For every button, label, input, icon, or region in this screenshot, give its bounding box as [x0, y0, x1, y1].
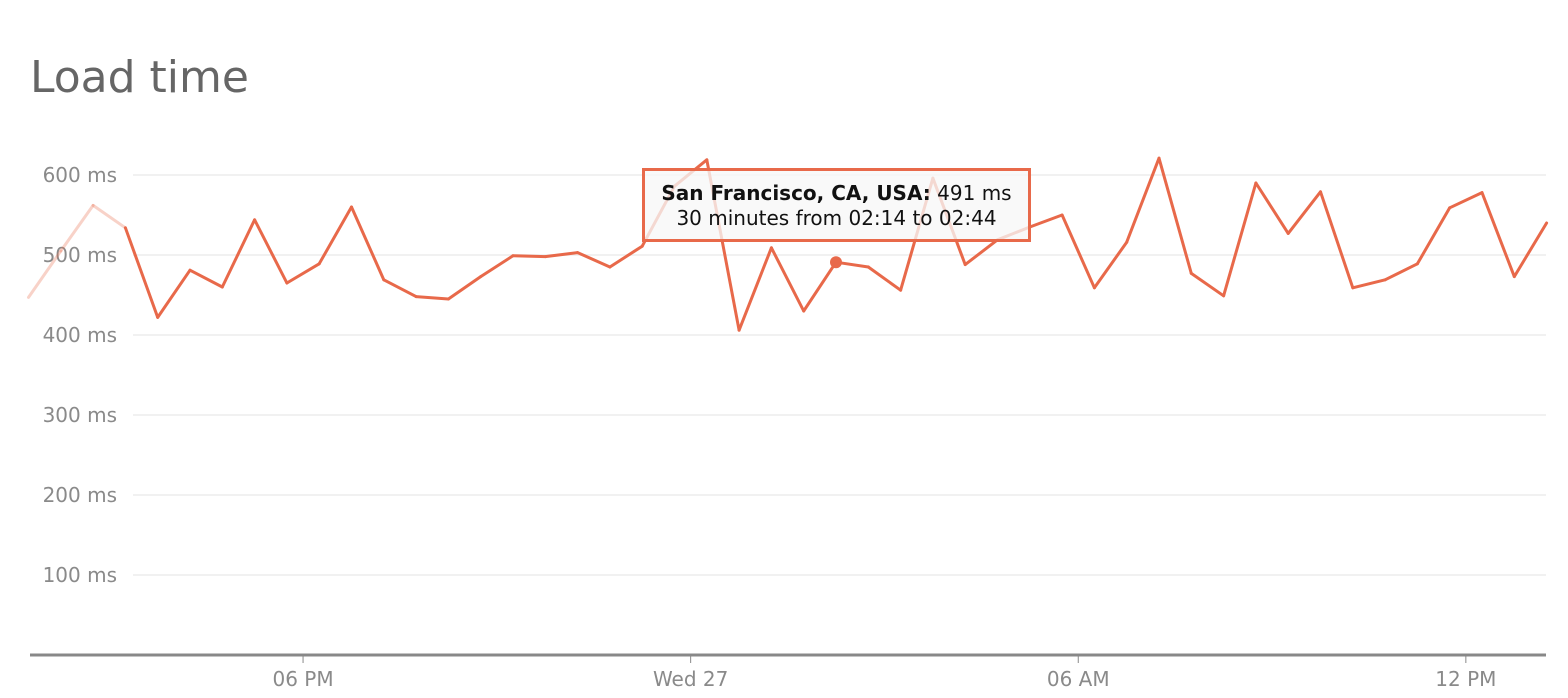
series-line-segment	[1028, 213, 1064, 229]
series-line-segment	[414, 295, 450, 301]
series-line-segment	[123, 226, 160, 319]
series-line-segment	[1351, 278, 1387, 290]
tooltip-period: 30 minutes from 02:14 to 02:44	[676, 206, 997, 230]
y-tick-label: 400 ms	[43, 323, 117, 347]
series-line-segment	[1319, 190, 1355, 290]
highlighted-point	[830, 256, 842, 269]
x-tick-label: 06 AM	[1047, 667, 1110, 691]
series-line-segment	[1448, 191, 1484, 210]
series-line-segment	[1060, 213, 1096, 290]
series-line-segment	[963, 238, 999, 267]
x-tick-label: Wed 27	[653, 667, 728, 691]
chart-tooltip: San Francisco, CA, USA: 491 ms 30 minute…	[642, 168, 1031, 242]
series-line-segment	[59, 203, 95, 253]
y-tick-label: 100 ms	[43, 563, 117, 587]
tooltip-value: 491 ms	[937, 181, 1012, 205]
series-line-segment	[1480, 191, 1516, 279]
series-line-segment	[188, 268, 224, 289]
series-line-segment	[1125, 156, 1161, 244]
y-tick-label: 300 ms	[43, 403, 117, 427]
series-line-segment	[446, 275, 483, 301]
series-line-segment	[220, 218, 257, 289]
series-line-segment	[156, 268, 192, 319]
y-tick-label: 200 ms	[43, 483, 117, 507]
series-line-segment	[1157, 156, 1193, 275]
series-line-segment	[253, 218, 289, 285]
series-line-segment	[285, 262, 321, 285]
x-tick-label: 12 PM	[1435, 667, 1496, 691]
y-tick-label: 600 ms	[43, 163, 117, 187]
series-line-segment	[1254, 181, 1290, 235]
series-line-segment	[317, 205, 353, 266]
series-line-segment	[769, 246, 806, 313]
series-line-segment	[1383, 262, 1419, 282]
series-line-segment	[1092, 240, 1129, 290]
series-line-segment	[576, 251, 612, 269]
series-line-segment	[511, 254, 547, 259]
series-line-segment	[382, 278, 418, 299]
chart-title: Load time	[30, 52, 249, 103]
series-line-segment	[1415, 206, 1452, 266]
series-line-segment	[802, 260, 838, 313]
series-line-segment	[866, 265, 903, 292]
series-line-segment	[1189, 271, 1226, 298]
series-line-segment	[27, 249, 63, 299]
series-line-segment	[1222, 181, 1258, 298]
series-line-segment	[608, 244, 644, 269]
series-line-segment	[1512, 221, 1549, 279]
y-tick-label: 500 ms	[43, 243, 117, 267]
series-line-segment	[91, 203, 127, 230]
series-line-segment	[479, 254, 515, 279]
series-line-segment	[350, 205, 386, 282]
series-line-segment	[737, 246, 773, 332]
series-line-segment	[543, 251, 580, 259]
series-line-segment	[1286, 190, 1322, 235]
x-tick-label: 06 PM	[272, 667, 333, 691]
tooltip-location: San Francisco, CA, USA:	[661, 181, 931, 205]
